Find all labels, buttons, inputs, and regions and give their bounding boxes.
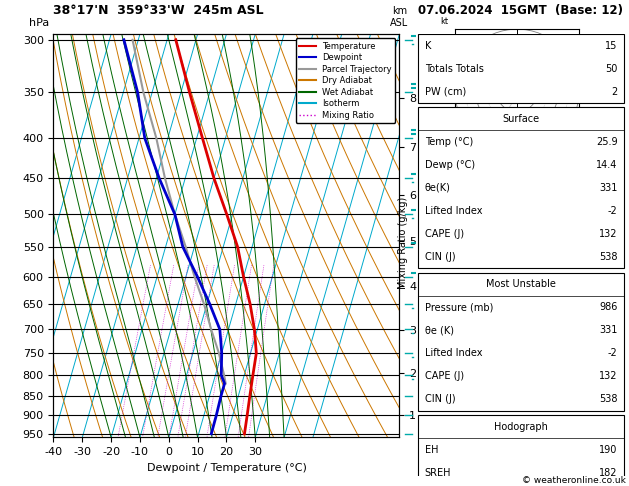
Text: 132: 132 xyxy=(599,229,618,239)
Text: Surface: Surface xyxy=(503,114,540,124)
Text: © weatheronline.co.uk: © weatheronline.co.uk xyxy=(522,476,626,485)
Text: kt: kt xyxy=(440,17,448,26)
Text: Most Unstable: Most Unstable xyxy=(486,279,556,289)
Text: Lifted Index: Lifted Index xyxy=(425,348,482,358)
Text: 190: 190 xyxy=(599,445,618,455)
Text: SREH: SREH xyxy=(425,468,451,478)
Text: Pressure (mb): Pressure (mb) xyxy=(425,302,493,312)
Text: 986: 986 xyxy=(599,302,618,312)
Text: 20: 20 xyxy=(234,441,242,446)
Text: 4: 4 xyxy=(167,441,171,446)
Text: Lifted Index: Lifted Index xyxy=(425,206,482,216)
Text: -2: -2 xyxy=(608,206,618,216)
FancyBboxPatch shape xyxy=(418,273,624,411)
Text: LCL: LCL xyxy=(427,379,445,388)
Text: Totals Totals: Totals Totals xyxy=(425,64,484,73)
Text: 2: 2 xyxy=(140,441,145,446)
Text: θe (K): θe (K) xyxy=(425,325,454,335)
X-axis label: Dewpoint / Temperature (°C): Dewpoint / Temperature (°C) xyxy=(147,463,306,473)
Text: km
ASL: km ASL xyxy=(390,6,409,28)
Text: PW (cm): PW (cm) xyxy=(425,87,466,97)
Text: 538: 538 xyxy=(599,252,618,262)
Text: CAPE (J): CAPE (J) xyxy=(425,371,464,382)
Legend: Temperature, Dewpoint, Parcel Trajectory, Dry Adiabat, Wet Adiabat, Isotherm, Mi: Temperature, Dewpoint, Parcel Trajectory… xyxy=(296,38,395,123)
Text: hPa: hPa xyxy=(29,18,50,28)
Text: Temp (°C): Temp (°C) xyxy=(425,137,473,147)
Text: Dewp (°C): Dewp (°C) xyxy=(425,160,475,170)
Text: 538: 538 xyxy=(599,394,618,404)
Text: CAPE (J): CAPE (J) xyxy=(425,229,464,239)
Text: EH: EH xyxy=(425,445,438,455)
Text: 50: 50 xyxy=(605,64,618,73)
Text: 132: 132 xyxy=(599,371,618,382)
Text: 182: 182 xyxy=(599,468,618,478)
Text: CIN (J): CIN (J) xyxy=(425,394,455,404)
FancyBboxPatch shape xyxy=(418,107,624,268)
Text: K: K xyxy=(425,40,431,51)
FancyBboxPatch shape xyxy=(418,34,624,103)
Text: Hodograph: Hodograph xyxy=(494,422,548,432)
Text: 331: 331 xyxy=(599,325,618,335)
Text: 07.06.2024  15GMT  (Base: 12): 07.06.2024 15GMT (Base: 12) xyxy=(418,4,623,17)
Text: 2: 2 xyxy=(611,87,618,97)
FancyBboxPatch shape xyxy=(418,415,624,486)
Text: CIN (J): CIN (J) xyxy=(425,252,455,262)
Text: 38°17'N  359°33'W  245m ASL: 38°17'N 359°33'W 245m ASL xyxy=(53,4,264,17)
Text: 15: 15 xyxy=(221,441,229,446)
Text: 5: 5 xyxy=(176,441,180,446)
Text: θe(K): θe(K) xyxy=(425,183,450,193)
Text: 1: 1 xyxy=(116,441,120,446)
Text: 6: 6 xyxy=(183,441,187,446)
Text: 25.9: 25.9 xyxy=(596,137,618,147)
Text: 3: 3 xyxy=(156,441,160,446)
Text: Mixing Ratio (g/kg): Mixing Ratio (g/kg) xyxy=(398,197,408,289)
Text: 15: 15 xyxy=(605,40,618,51)
Text: 331: 331 xyxy=(599,183,618,193)
Text: -2: -2 xyxy=(608,348,618,358)
Text: 10: 10 xyxy=(203,441,211,446)
Text: 25: 25 xyxy=(245,441,252,446)
Text: 14.4: 14.4 xyxy=(596,160,618,170)
